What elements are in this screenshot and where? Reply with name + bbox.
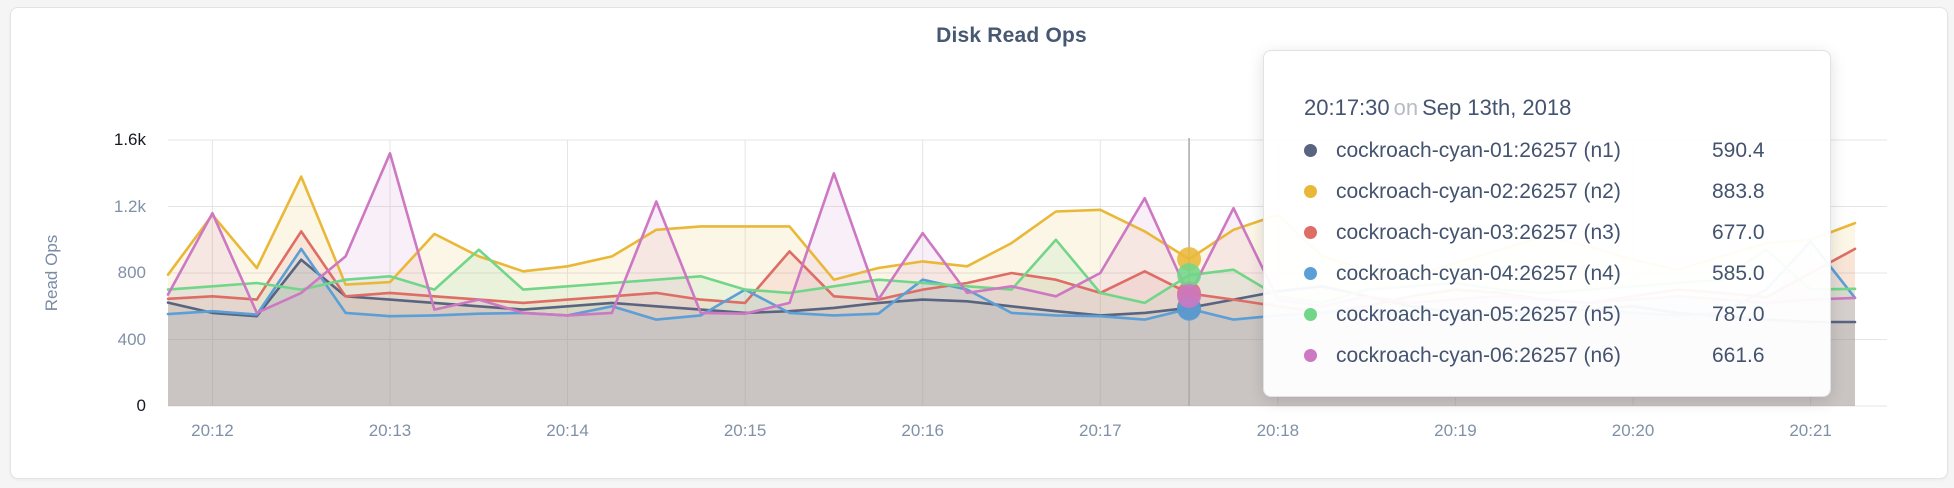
tooltip-preposition: on — [1393, 95, 1419, 120]
tooltip-series-label: cockroach-cyan-05:26257 (n5) — [1336, 302, 1621, 326]
series-dot-n3-icon — [1304, 226, 1317, 239]
chart-tooltip: 20:17:30 on Sep 13th, 2018 cockroach-cyan-… — [1263, 50, 1831, 397]
series-dot-n2-icon — [1304, 185, 1317, 198]
tooltip-series-label: cockroach-cyan-06:26257 (n6) — [1336, 343, 1621, 367]
x-tick-label: 20:15 — [723, 421, 767, 440]
tooltip-series-label: cockroach-cyan-01:26257 (n1) — [1336, 138, 1621, 162]
tooltip-row: cockroach-cyan-04:26257 (n4) 585.0 — [1304, 253, 1830, 294]
tooltip-series-value: 590.4 — [1712, 138, 1765, 162]
tooltip-series-value: 787.0 — [1712, 302, 1765, 326]
tooltip-time: 20:17:30 — [1304, 95, 1390, 120]
y-axis-label: Read Ops — [42, 234, 61, 312]
series-dot-n1-icon — [1304, 144, 1317, 157]
y-tick-label: 800 — [117, 263, 146, 282]
y-tick-label: 1.6k — [113, 130, 146, 149]
tooltip-row: cockroach-cyan-03:26257 (n3) 677.0 — [1304, 212, 1830, 253]
x-tick-label: 20:19 — [1434, 421, 1477, 440]
y-tick-label: 1.2k — [113, 196, 146, 216]
x-tick-label: 20:12 — [191, 421, 234, 440]
series-dot-n4-icon — [1304, 267, 1317, 280]
tooltip-row: cockroach-cyan-01:26257 (n1) 590.4 — [1304, 130, 1830, 171]
tooltip-row: cockroach-cyan-05:26257 (n5) 787.0 — [1304, 294, 1830, 335]
x-tick-label: 20:18 — [1256, 421, 1300, 440]
tooltip-row: cockroach-cyan-02:26257 (n2) 883.8 — [1304, 171, 1830, 212]
hover-dot-n5 — [1177, 263, 1202, 288]
tooltip-series-label: cockroach-cyan-03:26257 (n3) — [1336, 220, 1621, 244]
chart-title: Disk Read Ops — [936, 24, 1087, 47]
x-tick-label: 20:21 — [1789, 421, 1832, 440]
hover-dot-n6 — [1177, 284, 1202, 309]
series-dot-n5-icon — [1304, 308, 1317, 321]
x-tick-label: 20:13 — [368, 421, 412, 440]
tooltip-series-label: cockroach-cyan-02:26257 (n2) — [1336, 179, 1621, 203]
tooltip-series-value: 585.0 — [1712, 261, 1765, 285]
tooltip-row: cockroach-cyan-06:26257 (n6) 661.6 — [1304, 335, 1830, 376]
x-tick-label: 20:14 — [546, 421, 589, 440]
x-tick-label: 20:17 — [1079, 421, 1122, 440]
y-tick-label: 0 — [136, 396, 146, 415]
y-tick-label: 400 — [117, 329, 146, 349]
x-tick-label: 20:20 — [1611, 421, 1655, 440]
tooltip-series-label: cockroach-cyan-04:26257 (n4) — [1336, 261, 1621, 285]
series-dot-n6-icon — [1304, 349, 1317, 362]
tooltip-series-value: 883.8 — [1712, 179, 1765, 203]
tooltip-series-value: 661.6 — [1712, 343, 1765, 367]
x-tick-label: 20:16 — [901, 421, 944, 440]
tooltip-series-value: 677.0 — [1712, 220, 1765, 244]
tooltip-header: 20:17:30 on Sep 13th, 2018 — [1304, 95, 1830, 121]
tooltip-date: Sep 13th, 2018 — [1422, 95, 1572, 120]
